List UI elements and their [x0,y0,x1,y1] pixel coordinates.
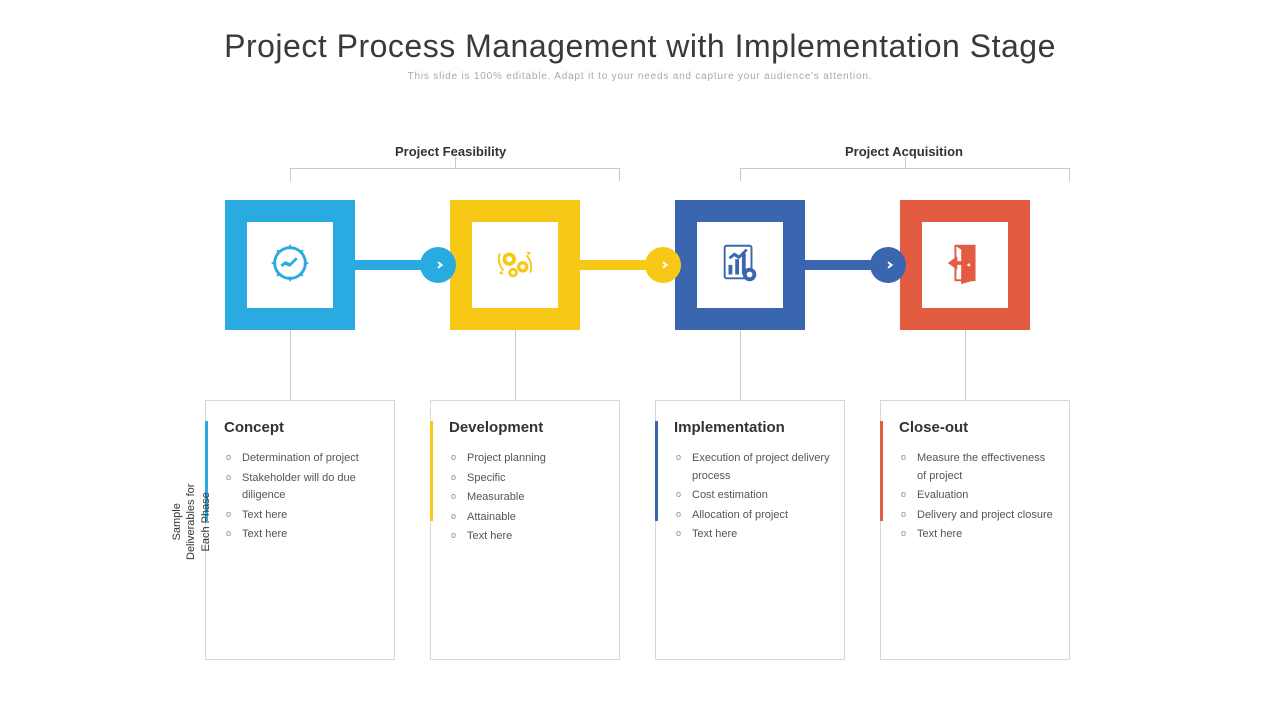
diagram-canvas: Project Feasibility Project Acquisition Co… [0,0,1280,720]
vertical-connector [290,330,291,400]
list-item: Measure the effectiveness of project [901,450,1055,485]
card-title: Implementation [674,419,830,436]
list-item: Attainable [451,509,605,527]
list-item: Project planning [451,450,605,468]
stage-card: Development Project planning SpecificMeasu… [430,400,620,660]
arrow-circle-icon [870,247,906,283]
vertical-connector [965,330,966,400]
stage-card: Concept Determination of project Stakehold… [205,400,395,660]
card-title: Close-out [899,419,1055,436]
card-list: Project planning SpecificMeasurable Attain… [449,450,605,546]
vertical-connector [515,330,516,400]
arrow-circle-icon [645,247,681,283]
list-item: Stakeholder will do due diligence [226,470,380,505]
stage-card: Close-out Measure the effectiveness of pr… [880,400,1070,660]
list-item: Text here [226,526,380,544]
vertical-connector [740,330,741,400]
stage-box [675,200,805,330]
bracket-line [740,168,1070,169]
list-item: Text here [676,526,830,544]
gear-graph-icon [267,240,313,291]
list-item: Measurable [451,489,605,507]
list-item: Specific [451,470,605,488]
list-item: Text here [901,526,1055,544]
list-item: Text here [451,528,605,546]
card-title: Development [449,419,605,436]
stage-box [225,200,355,330]
stage-card: Implementation Execution of project deliv… [655,400,845,660]
list-item: Determination of project [226,450,380,468]
side-label: SampleDeliverables forEach Phase [170,484,213,560]
gears-cycle-icon [492,240,538,291]
stage-box [900,200,1030,330]
arrow-circle-icon [420,247,456,283]
list-item: Text here [226,507,380,525]
card-list: Measure the effectiveness of project Eval… [899,450,1055,544]
card-list: Determination of project Stakeholder will… [224,450,380,544]
bracket-line [290,168,620,169]
card-list: Execution of project delivery process Cos… [674,450,830,544]
bracket-label: Project Acquisition [845,144,963,159]
list-item: Allocation of project [676,507,830,525]
exit-door-icon [942,240,988,291]
list-item: Evaluation [901,487,1055,505]
bracket-label: Project Feasibility [395,144,506,159]
list-item: Execution of project delivery process [676,450,830,485]
list-item: Delivery and project closure [901,507,1055,525]
card-title: Concept [224,419,380,436]
list-item: Cost estimation [676,487,830,505]
stage-box [450,200,580,330]
chart-gear-icon [717,240,763,291]
